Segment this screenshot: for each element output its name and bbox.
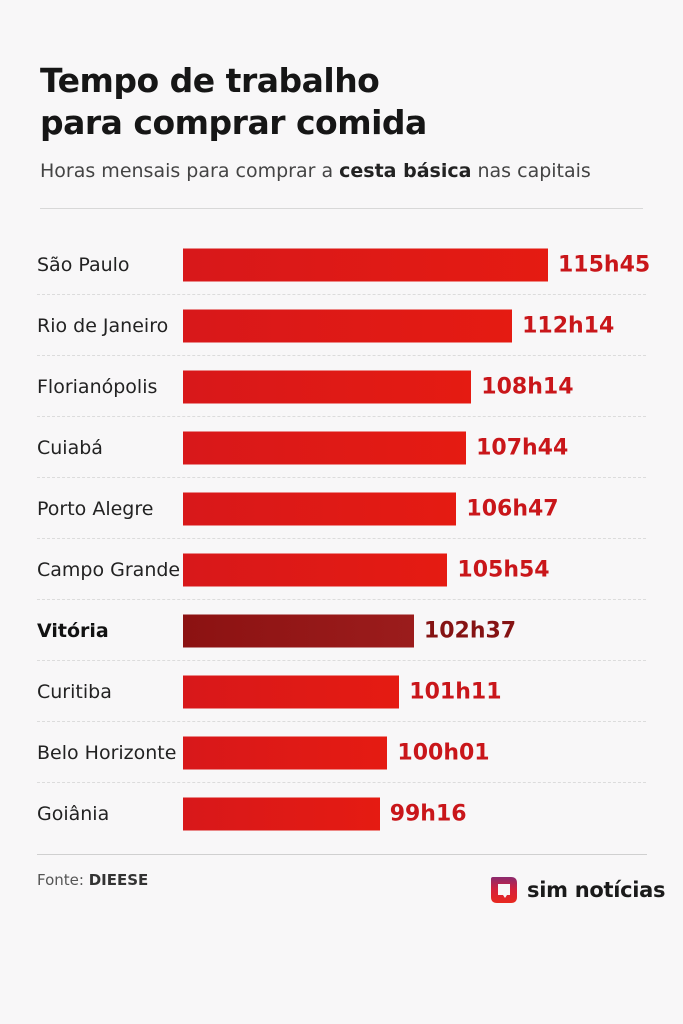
category-label: Rio de Janeiro xyxy=(37,314,169,337)
value-label: 99h16 xyxy=(389,801,467,826)
bar xyxy=(183,675,400,708)
category-label: Curitiba xyxy=(37,680,112,703)
value-label: 112h14 xyxy=(522,313,615,338)
bar-row: Goiânia 99h16 xyxy=(0,783,683,844)
bar xyxy=(183,248,548,281)
bar xyxy=(183,370,472,403)
value-label: 106h47 xyxy=(466,496,559,521)
category-label: São Paulo xyxy=(37,253,130,276)
bar-chart: São Paulo 115h45 Rio de Janeiro 112h14 Flori… xyxy=(0,234,683,844)
subtitle-bold: cesta básica xyxy=(339,160,472,182)
sim-noticias-logo-icon xyxy=(491,877,517,903)
divider xyxy=(37,854,647,855)
bar xyxy=(183,492,457,525)
bar xyxy=(183,431,467,464)
bar xyxy=(183,736,388,769)
value-label: 115h45 xyxy=(558,252,651,277)
row-separator xyxy=(37,477,646,478)
divider xyxy=(40,208,643,209)
row-separator xyxy=(37,660,646,661)
category-label: Campo Grande xyxy=(37,558,181,581)
source-name: DIEESE xyxy=(88,871,149,889)
subtitle-text-end: nas capitais xyxy=(471,160,591,182)
category-label: Belo Horizonte xyxy=(37,741,177,764)
row-separator xyxy=(37,355,646,356)
bar-row: Porto Alegre 106h47 xyxy=(0,478,683,539)
bar-row: Curitiba 101h11 xyxy=(0,661,683,722)
value-label: 101h11 xyxy=(409,679,502,704)
category-label: Cuiabá xyxy=(37,436,103,459)
category-label: Goiânia xyxy=(37,802,110,825)
bar-row: Cuiabá 107h44 xyxy=(0,417,683,478)
value-label: 100h01 xyxy=(397,740,490,765)
bar-row: Campo Grande 105h54 xyxy=(0,539,683,600)
row-separator xyxy=(37,721,646,722)
category-label: Vitória xyxy=(37,619,109,642)
row-separator xyxy=(37,599,646,600)
title-line-2: para comprar comida xyxy=(40,103,427,142)
bar-row: Rio de Janeiro 112h14 xyxy=(0,295,683,356)
subtitle-text: Horas mensais para comprar a xyxy=(40,160,340,182)
row-separator xyxy=(37,538,646,539)
category-label: Florianópolis xyxy=(37,375,158,398)
bar-row: Florianópolis 108h14 xyxy=(0,356,683,417)
row-separator xyxy=(37,782,646,783)
source-note: Fonte: DIEESE xyxy=(37,871,148,889)
row-separator xyxy=(37,294,646,295)
chart-subtitle: Horas mensais para comprar a cesta básic… xyxy=(40,160,591,182)
value-label: 107h44 xyxy=(476,435,569,460)
bar-row: São Paulo 115h45 xyxy=(0,234,683,295)
category-label: Porto Alegre xyxy=(37,497,154,520)
bar xyxy=(183,309,513,342)
bar xyxy=(183,614,414,647)
brand-name: sim notícias xyxy=(527,878,666,902)
bar xyxy=(183,553,448,586)
source-label: Fonte: xyxy=(37,871,89,889)
bar-row: Belo Horizonte 100h01 xyxy=(0,722,683,783)
value-label: 108h14 xyxy=(481,374,574,399)
value-label: 102h37 xyxy=(423,618,517,643)
value-label: 105h54 xyxy=(457,557,550,582)
bar-row: Vitória 102h37 xyxy=(0,600,683,661)
brand-logo: sim notícias xyxy=(489,875,666,905)
bar xyxy=(183,797,380,830)
title-line-1: Tempo de trabalho xyxy=(40,61,380,100)
chart-title: Tempo de trabalho para comprar comida xyxy=(40,60,427,144)
row-separator xyxy=(37,416,646,417)
